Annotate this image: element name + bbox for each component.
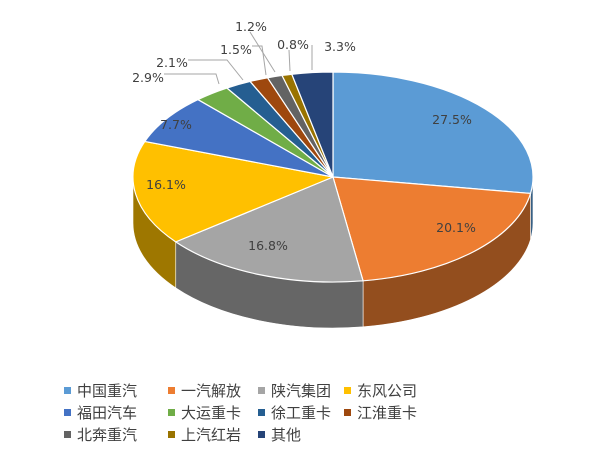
leader-line-5 xyxy=(164,73,220,85)
legend-swatch xyxy=(258,408,265,416)
legend-label: 江淮重卡 xyxy=(357,403,418,422)
pie-slice-3 xyxy=(132,140,336,243)
data-label-10: 3.3% xyxy=(324,39,356,54)
legend-item: 徐工重卡 xyxy=(258,402,344,422)
leader-line-6 xyxy=(188,59,244,81)
legend-item: 一汽解放 xyxy=(168,380,258,400)
data-label-0: 27.5% xyxy=(432,112,472,127)
legend-item: 上汽红岩 xyxy=(168,424,258,444)
leader-line-8 xyxy=(249,31,276,73)
legend-label: 中国重汽 xyxy=(77,381,138,400)
pie-slice-1 xyxy=(332,176,532,282)
data-label-6: 2.1% xyxy=(156,55,188,70)
legend-label: 大运重卡 xyxy=(181,403,242,422)
pie-slice-0 xyxy=(332,71,534,195)
data-label-4: 7.7% xyxy=(160,117,192,132)
legend-item: 中国重汽 xyxy=(64,380,168,400)
legend-label: 东风公司 xyxy=(357,381,418,400)
leader-line-7 xyxy=(252,45,267,76)
legend-item: 东风公司 xyxy=(344,380,444,400)
legend-swatch xyxy=(168,408,175,416)
legend-swatch xyxy=(64,386,71,394)
legend-label: 福田汽车 xyxy=(77,403,138,422)
legend-swatch xyxy=(258,430,265,438)
legend-label: 其他 xyxy=(271,425,302,444)
legend-swatch xyxy=(168,430,175,438)
pie-slice-2 xyxy=(174,176,364,283)
data-label-3: 16.1% xyxy=(146,177,186,192)
legend-item: 江淮重卡 xyxy=(344,402,444,422)
data-label-9: 0.8% xyxy=(277,37,309,52)
legend-swatch xyxy=(344,408,351,416)
legend-swatch xyxy=(64,430,71,438)
leader-line-9 xyxy=(288,49,291,72)
legend-swatch xyxy=(258,386,265,394)
legend: 中国重汽 一汽解放 陕汽集团 东风公司福田汽车 大运重卡 徐工重卡 江淮重卡北奔重汽 上汽红岩… xyxy=(64,380,444,444)
data-label-8: 1.2% xyxy=(235,19,267,34)
legend-label: 北奔重汽 xyxy=(77,425,138,444)
legend-label: 一汽解放 xyxy=(181,381,242,400)
legend-item: 其他 xyxy=(258,424,344,444)
pie-slice-4 xyxy=(143,98,334,178)
legend-item: 福田汽车 xyxy=(64,402,168,422)
legend-label: 徐工重卡 xyxy=(271,403,332,422)
legend-item: 陕汽集团 xyxy=(258,380,344,400)
legend-swatch xyxy=(64,408,71,416)
legend-item: 大运重卡 xyxy=(168,402,258,422)
data-label-7: 1.5% xyxy=(220,42,252,57)
data-label-2: 16.8% xyxy=(248,238,288,253)
legend-swatch xyxy=(168,386,175,394)
data-label-1: 20.1% xyxy=(436,220,476,235)
data-label-5: 2.9% xyxy=(132,70,164,85)
legend-item: 北奔重汽 xyxy=(64,424,168,444)
legend-label: 上汽红岩 xyxy=(181,425,242,444)
pie-slice-10 xyxy=(290,71,334,178)
legend-label: 陕汽集团 xyxy=(271,381,332,400)
legend-swatch xyxy=(344,386,351,394)
